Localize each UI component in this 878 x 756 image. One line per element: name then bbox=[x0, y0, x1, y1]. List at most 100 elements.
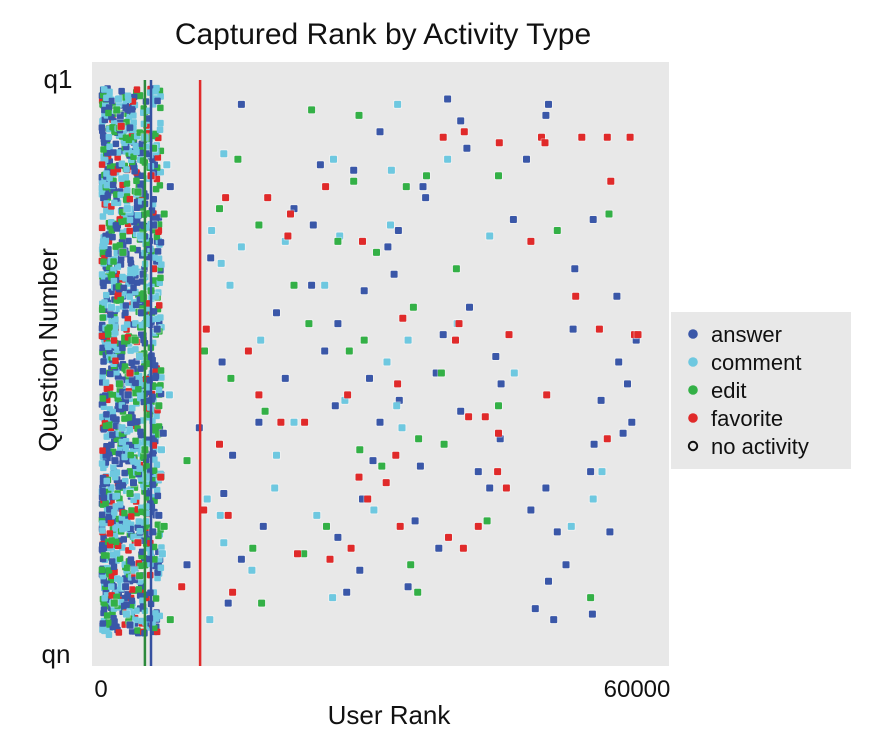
point-comment bbox=[158, 446, 165, 454]
legend-item: favorite bbox=[688, 406, 783, 431]
dense-marker bbox=[132, 437, 139, 445]
dense-marker bbox=[130, 112, 137, 119]
dense-marker bbox=[107, 391, 114, 398]
point-favorite bbox=[474, 522, 482, 530]
dense-marker bbox=[117, 445, 124, 452]
dense-marker bbox=[154, 154, 162, 161]
point-favorite bbox=[494, 468, 502, 476]
point-edit bbox=[355, 111, 363, 119]
point-answer bbox=[531, 605, 539, 613]
point-comment bbox=[336, 232, 344, 240]
dense-marker bbox=[119, 388, 126, 396]
dense-marker bbox=[135, 586, 143, 593]
dense-marker bbox=[126, 124, 134, 131]
point-answer bbox=[509, 216, 517, 223]
point-edit bbox=[452, 265, 460, 273]
legend-label: comment bbox=[711, 350, 801, 375]
point-answer bbox=[334, 320, 342, 328]
point-edit bbox=[160, 522, 168, 530]
point-answer bbox=[542, 111, 550, 119]
dense-marker bbox=[122, 134, 130, 141]
point-comment bbox=[257, 336, 265, 344]
dense-marker bbox=[126, 216, 134, 224]
point-answer bbox=[111, 457, 119, 465]
dense-marker bbox=[98, 332, 106, 340]
dense-marker bbox=[128, 586, 136, 593]
point-edit bbox=[409, 303, 417, 311]
dense-marker bbox=[130, 119, 137, 126]
point-edit bbox=[414, 588, 422, 596]
dense-marker bbox=[156, 302, 163, 309]
point-edit bbox=[160, 210, 168, 218]
point-favorite bbox=[322, 183, 330, 191]
point-comment bbox=[108, 303, 115, 311]
point-answer bbox=[466, 303, 473, 311]
dense-marker bbox=[133, 86, 141, 93]
dense-marker bbox=[99, 368, 107, 375]
point-edit bbox=[356, 446, 364, 454]
point-answer bbox=[308, 281, 316, 289]
dense-marker bbox=[100, 552, 108, 559]
point-favorite bbox=[603, 435, 611, 443]
dense-marker bbox=[137, 428, 144, 436]
dense-marker bbox=[112, 323, 119, 330]
dense-marker bbox=[124, 315, 132, 323]
dense-marker bbox=[112, 140, 120, 148]
dense-marker bbox=[137, 562, 144, 570]
point-edit bbox=[407, 561, 415, 569]
point-favorite bbox=[626, 133, 634, 141]
point-answer bbox=[183, 561, 191, 569]
x-tick-label-left: 0 bbox=[94, 676, 107, 703]
point-answer bbox=[384, 243, 392, 251]
point-answer bbox=[356, 566, 364, 574]
dense-marker bbox=[152, 88, 159, 95]
point-edit bbox=[131, 336, 139, 344]
point-answer bbox=[419, 183, 427, 191]
y-axis-label: Question Number bbox=[33, 248, 63, 452]
point-comment bbox=[237, 243, 245, 251]
dense-marker bbox=[101, 86, 108, 93]
point-edit bbox=[119, 248, 127, 256]
legend-marker bbox=[688, 385, 698, 395]
point-answer bbox=[360, 287, 368, 295]
dense-marker bbox=[98, 460, 106, 467]
point-answer bbox=[376, 418, 384, 426]
dense-marker bbox=[104, 326, 111, 333]
point-answer bbox=[237, 555, 245, 563]
dense-marker bbox=[104, 192, 111, 199]
dense-marker bbox=[104, 626, 111, 633]
legend-item: no activity bbox=[687, 434, 809, 459]
point-favorite bbox=[455, 320, 463, 328]
dense-marker bbox=[112, 422, 120, 430]
point-comment bbox=[206, 616, 214, 624]
point-favorite bbox=[543, 391, 551, 399]
legend-marker bbox=[688, 329, 698, 339]
dense-marker bbox=[128, 513, 135, 520]
point-favorite bbox=[382, 479, 390, 487]
dense-marker bbox=[130, 284, 137, 292]
dense-marker bbox=[113, 550, 121, 557]
dense-marker bbox=[110, 149, 117, 156]
point-answer bbox=[281, 374, 289, 382]
legend-label: favorite bbox=[711, 406, 783, 431]
dense-marker bbox=[98, 566, 106, 574]
point-answer bbox=[463, 144, 471, 152]
dense-marker bbox=[129, 543, 136, 551]
point-edit bbox=[136, 572, 144, 580]
point-comment bbox=[370, 506, 378, 514]
dense-marker bbox=[119, 344, 126, 352]
point-comment bbox=[510, 369, 518, 377]
dense-marker bbox=[134, 212, 142, 219]
point-answer bbox=[321, 347, 329, 355]
dense-marker bbox=[119, 232, 127, 240]
point-answer bbox=[155, 511, 163, 519]
dense-marker bbox=[122, 302, 130, 309]
point-answer bbox=[590, 440, 598, 448]
dense-marker bbox=[128, 597, 136, 604]
dense-marker bbox=[155, 228, 162, 235]
dense-marker bbox=[98, 306, 106, 313]
dense-marker bbox=[151, 624, 158, 632]
dense-marker bbox=[151, 277, 158, 284]
point-answer bbox=[588, 610, 596, 618]
dense-marker bbox=[126, 227, 133, 235]
